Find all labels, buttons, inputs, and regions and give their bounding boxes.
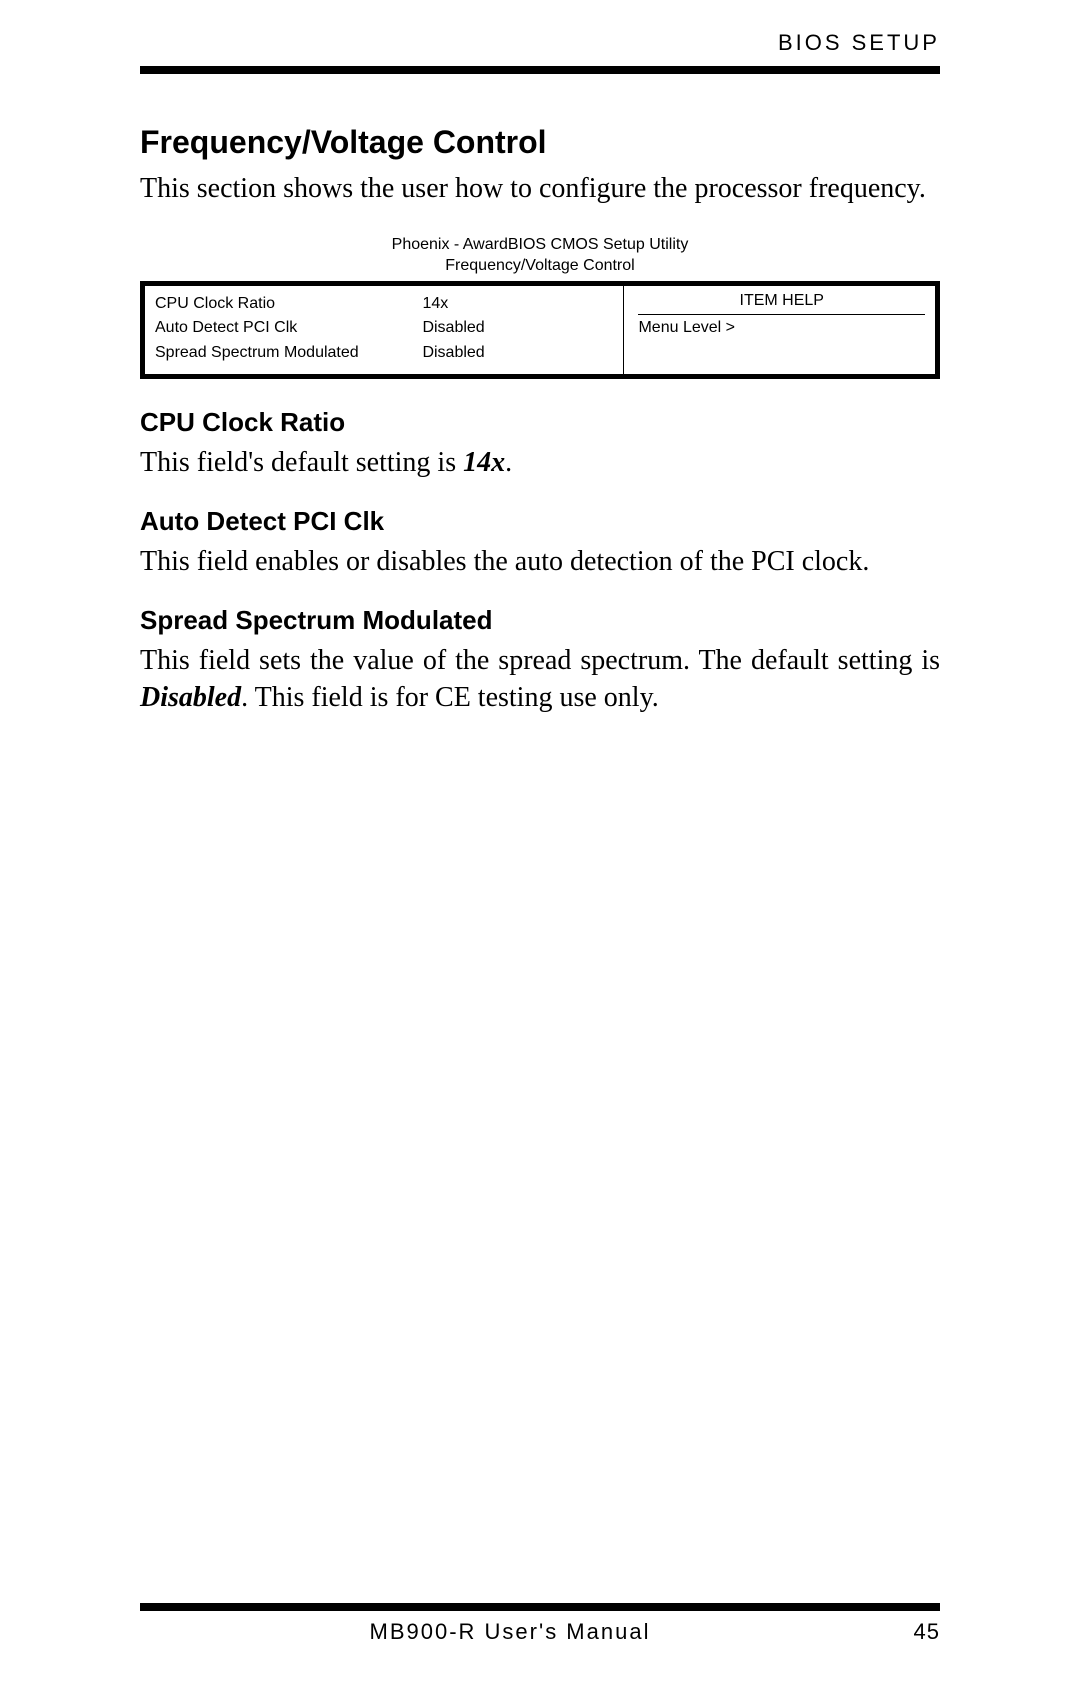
bios-caption-line1: Phoenix - AwardBIOS CMOS Setup Utility <box>392 236 689 253</box>
sub-body-pci: This field enables or disables the auto … <box>140 543 940 581</box>
footer-row: MB900-R User's Manual 45 <box>140 1619 940 1645</box>
sub-heading-spread: Spread Spectrum Modulated <box>140 605 940 636</box>
page-footer: MB900-R User's Manual 45 <box>140 1603 940 1645</box>
text-fragment: This field's default setting is <box>140 447 463 478</box>
sub-body-spread: This field sets the value of the spread … <box>140 642 940 718</box>
sub-heading-pci: Auto Detect PCI Clk <box>140 506 940 537</box>
bios-caption: Phoenix - AwardBIOS CMOS Setup Utility F… <box>140 235 940 277</box>
sub-heading-cpu: CPU Clock Ratio <box>140 407 940 438</box>
menu-level: Menu Level > <box>638 319 925 337</box>
text-fragment: . This field is for CE testing use only. <box>241 682 659 713</box>
table-row: CPU Clock Ratio 14x <box>155 292 613 317</box>
bios-caption-line2: Frequency/Voltage Control <box>445 257 634 274</box>
footer-page-number: 45 <box>880 1619 940 1645</box>
setting-value: Disabled <box>422 341 613 366</box>
bottom-rule <box>140 1603 940 1611</box>
bios-table: CPU Clock Ratio 14x Auto Detect PCI Clk … <box>140 281 940 379</box>
page-content: BIOS SETUP Frequency/Voltage Control Thi… <box>0 0 1080 717</box>
footer-manual-title: MB900-R User's Manual <box>140 1619 880 1645</box>
setting-label: Spread Spectrum Modulated <box>155 341 422 366</box>
emphasis: Disabled <box>140 682 241 713</box>
setting-value: Disabled <box>422 316 613 341</box>
setting-label: Auto Detect PCI Clk <box>155 316 422 341</box>
table-row: Auto Detect PCI Clk Disabled <box>155 316 613 341</box>
item-help-header: ITEM HELP <box>638 292 925 315</box>
setting-value: 14x <box>422 292 613 317</box>
header-label: BIOS SETUP <box>140 30 940 56</box>
section-title: Frequency/Voltage Control <box>140 124 940 161</box>
top-rule <box>140 66 940 74</box>
table-row: Spread Spectrum Modulated Disabled <box>155 341 613 366</box>
sub-body-cpu: This field's default setting is 14x. <box>140 444 940 482</box>
setting-label: CPU Clock Ratio <box>155 292 422 317</box>
bios-right-panel: ITEM HELP Menu Level > <box>624 286 935 374</box>
text-fragment: This field sets the value of the spread … <box>140 645 940 676</box>
section-intro: This section shows the user how to confi… <box>140 173 940 205</box>
bios-left-panel: CPU Clock Ratio 14x Auto Detect PCI Clk … <box>145 286 624 374</box>
emphasis: 14x <box>463 447 505 478</box>
text-fragment: . <box>505 447 512 478</box>
